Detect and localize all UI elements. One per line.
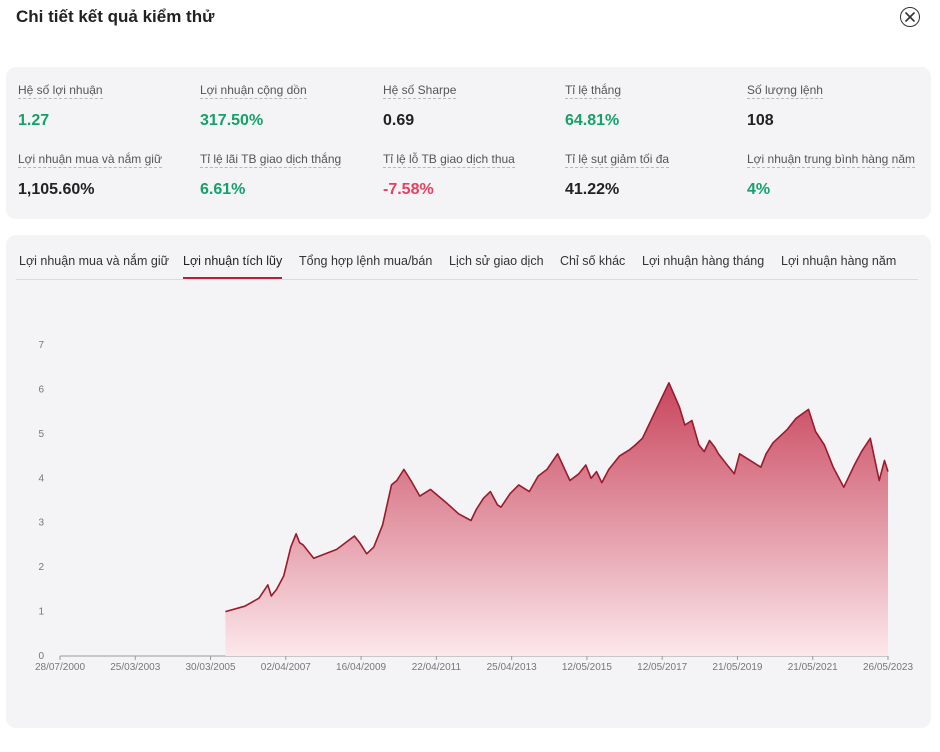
dialog-title: Chi tiết kết quả kiểm thử [16, 7, 215, 26]
stat-label: Lợi nhuận mua và nắm giữ [18, 152, 162, 168]
stat-value: 6.61% [200, 181, 246, 198]
series-line [225, 382, 889, 613]
x-tick-label: 25/03/2003 [110, 662, 160, 673]
y-tick-label: 6 [38, 384, 44, 395]
stat-sharpe: Hệ số Sharpe 0.69 [383, 81, 558, 130]
stat-cumulative-profit: Lợi nhuận cộng dồn 317.50% [200, 81, 375, 130]
x-tick-label: 12/05/2015 [562, 662, 612, 673]
stat-label: Hệ số lợi nhuận [18, 83, 103, 99]
stat-label: Tỉ lệ lãi TB giao dịch thắng [200, 152, 342, 168]
stat-order-count: Số lượng lệnh 108 [747, 81, 922, 130]
stat-value: 41.22% [565, 181, 620, 198]
stat-value: 0.69 [383, 112, 415, 129]
x-tick-label: 26/05/2023 [863, 662, 913, 673]
y-tick-label: 5 [38, 429, 44, 440]
x-tick-label: 12/05/2017 [637, 662, 687, 673]
close-button[interactable] [900, 7, 920, 27]
y-tick-label: 0 [38, 651, 44, 662]
tab-other-metrics[interactable]: Chỉ số khác [560, 254, 626, 268]
stat-value: 317.50% [200, 112, 264, 129]
close-icon [905, 12, 915, 22]
x-tick-label: 25/04/2013 [487, 662, 537, 673]
stat-label: Tỉ lệ lỗ TB giao dịch thua [383, 152, 515, 168]
y-tick-label: 7 [38, 340, 44, 351]
stat-label: Lợi nhuận cộng dồn [200, 83, 307, 99]
stat-label: Lợi nhuận trung bình hàng năm [747, 152, 915, 168]
stat-value: 1,105.60% [18, 181, 95, 198]
tab-bar: Lợi nhuận mua và nắm giữ Lợi nhuận tích … [16, 235, 918, 280]
tab-trade-history[interactable]: Lịch sử giao dịch [449, 254, 544, 268]
y-tick-label: 1 [38, 607, 44, 618]
x-tick-label: 21/05/2019 [712, 662, 762, 673]
y-tick-label: 3 [38, 518, 44, 529]
x-tick-label: 16/04/2009 [336, 662, 386, 673]
tab-monthly[interactable]: Lợi nhuận hàng tháng [642, 254, 765, 268]
tab-order-summary[interactable]: Tổng hợp lệnh mua/bán [299, 254, 433, 268]
stat-value: 4% [747, 181, 771, 198]
stat-max-drawdown: Tỉ lệ sụt giảm tối đa 41.22% [565, 150, 740, 199]
stat-label: Tỉ lệ thắng [565, 83, 622, 99]
y-tick-label: 2 [38, 562, 44, 573]
stat-annual-avg: Lợi nhuận trung bình hàng năm 4% [747, 150, 922, 199]
stat-value: 1.27 [18, 112, 50, 129]
stat-value: 64.81% [565, 112, 620, 129]
tab-cumulative[interactable]: Lợi nhuận tích lũy [183, 254, 283, 279]
stat-avg-loss: Tỉ lệ lỗ TB giao dịch thua -7.58% [383, 150, 558, 199]
tab-buy-hold[interactable]: Lợi nhuận mua và nắm giữ [19, 254, 169, 268]
series-area [225, 382, 888, 656]
stat-profit-factor: Hệ số lợi nhuận 1.27 [18, 81, 193, 130]
stat-win-rate: Tỉ lệ thắng 64.81% [565, 81, 740, 130]
chart-panel: Lợi nhuận mua và nắm giữ Lợi nhuận tích … [6, 235, 931, 728]
stat-label: Số lượng lệnh [747, 83, 823, 99]
cumulative-profit-chart: 0 1 2 3 4 5 6 7 28/07/2000 25/03/2003 30/03/2005 02… [35, 340, 913, 673]
tab-yearly[interactable]: Lợi nhuận hàng năm [781, 254, 897, 268]
x-tick-label: 22/04/2011 [412, 662, 462, 673]
stat-value: 108 [747, 112, 774, 129]
y-tick-label: 4 [38, 473, 44, 484]
stat-value: -7.58% [383, 181, 434, 198]
stat-label: Hệ số Sharpe [383, 83, 457, 99]
stat-avg-win: Tỉ lệ lãi TB giao dịch thắng 6.61% [200, 150, 375, 199]
x-tick-label: 28/07/2000 [35, 662, 85, 673]
x-tick-label: 02/04/2007 [261, 662, 311, 673]
x-tick-label: 30/03/2005 [186, 662, 236, 673]
stats-panel: Hệ số lợi nhuận 1.27 Lợi nhuận cộng dồn 31… [6, 67, 931, 219]
x-tick-label: 21/05/2021 [788, 662, 838, 673]
stat-buy-hold: Lợi nhuận mua và nắm giữ 1,105.60% [18, 150, 193, 199]
stat-label: Tỉ lệ sụt giảm tối đa [565, 152, 670, 168]
